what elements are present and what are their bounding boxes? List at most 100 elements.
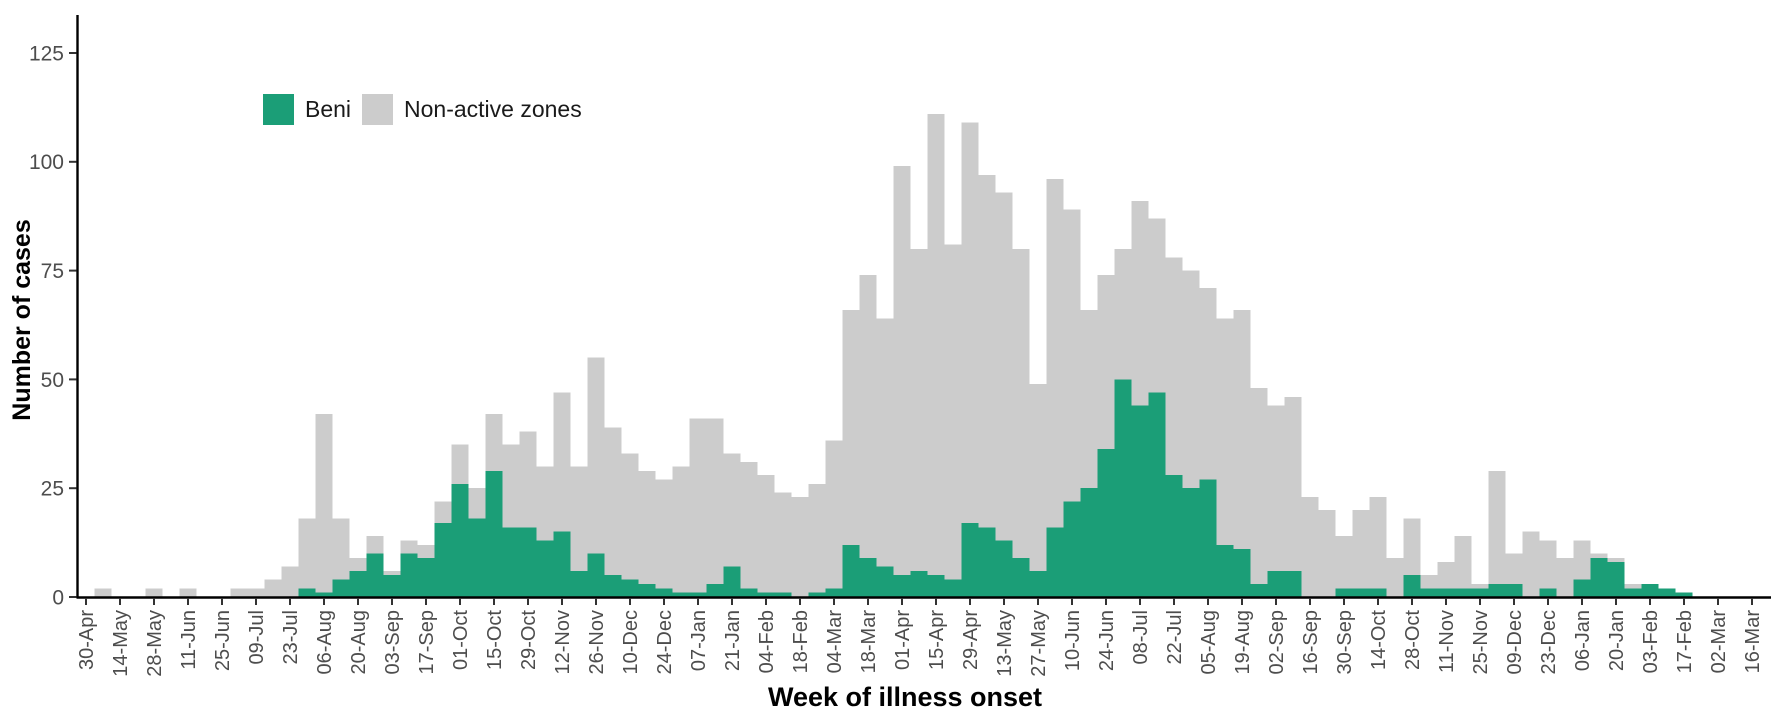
bar-beni-25-Mar: [876, 566, 894, 597]
bar-non-active-zones-16-Jul: [264, 579, 282, 597]
bar-non-active-zones-27-May: [1029, 383, 1047, 571]
bar-non-active-zones-24-Sep: [434, 501, 452, 524]
bar-non-active-zones-17-Jun: [1080, 309, 1098, 489]
bar-beni-06-Aug: [315, 592, 333, 597]
bar-non-active-zones-25-Feb: [808, 483, 826, 593]
bar-beni-11-Feb: [774, 592, 792, 597]
bar-beni-12-Nov: [553, 531, 571, 597]
bar-non-active-zones-10-Sep: [400, 540, 418, 554]
x-tick-label-25-Jun: 25-Jun: [212, 610, 234, 671]
x-tick-label-16-Sep: 16-Sep: [1300, 610, 1322, 675]
bar-beni-07-Jan: [689, 592, 707, 597]
x-tick-label-09-Dec: 09-Dec: [1504, 610, 1526, 674]
bar-beni-13-Jan: [1590, 557, 1608, 597]
x-tick-label-05-Aug: 05-Aug: [1198, 610, 1220, 675]
bar-beni-28-Oct: [1403, 575, 1421, 597]
legend-swatch-beni: [263, 94, 294, 125]
bar-non-active-zones-01-Oct: [451, 444, 469, 484]
x-tick-label-10-Dec: 10-Dec: [620, 610, 642, 674]
bar-beni-08-Jul: [1131, 405, 1149, 597]
bar-non-active-zones-13-Aug: [332, 518, 350, 580]
x-tick-label-24-Jun: 24-Jun: [1096, 610, 1118, 671]
bar-non-active-zones-04-Nov: [1420, 575, 1438, 589]
bar-beni-10-Sep: [400, 553, 418, 597]
y-tick-label-0: 0: [52, 586, 64, 609]
bar-non-active-zones-18-Mar: [859, 274, 877, 558]
bar-beni-06-Jan: [1573, 579, 1591, 597]
x-tick-label-02-Sep: 02-Sep: [1266, 610, 1288, 675]
bar-beni-20-Aug: [349, 570, 367, 597]
bar-non-active-zones-30-Dec: [1556, 557, 1574, 597]
bar-beni-17-Jun: [1080, 488, 1098, 597]
x-tick-label-29-Apr: 29-Apr: [960, 610, 982, 670]
bar-non-active-zones-28-Jan: [740, 462, 758, 589]
bar-beni-30-Jul: [298, 588, 316, 597]
bar-beni-09-Dec: [1505, 583, 1523, 597]
bar-non-active-zones-02-Jul: [230, 588, 248, 597]
x-tick-label-15-Apr: 15-Apr: [926, 610, 948, 670]
bar-beni-08-Oct: [468, 518, 486, 597]
bar-beni-10-Dec: [621, 579, 639, 597]
bar-non-active-zones-12-Nov: [553, 392, 571, 532]
bar-beni-21-Jan: [723, 566, 741, 597]
bar-non-active-zones-06-Aug: [315, 414, 333, 593]
bar-non-active-zones-10-Jun: [1063, 209, 1081, 502]
bars-layer: [94, 113, 1693, 597]
bar-beni-13-May: [995, 540, 1013, 597]
bar-beni-01-Oct: [451, 483, 469, 597]
x-tick-label-23-Jul: 23-Jul: [280, 610, 302, 664]
x-tick-label-24-Dec: 24-Dec: [654, 610, 676, 674]
bar-beni-03-Dec: [604, 575, 622, 597]
bar-beni-02-Dec: [1488, 583, 1506, 597]
bar-beni-20-Jan: [1607, 562, 1625, 597]
bar-non-active-zones-17-Sep: [417, 544, 435, 558]
x-tick-label-14-Oct: 14-Oct: [1368, 610, 1390, 670]
bar-non-active-zones-06-May: [978, 174, 996, 528]
bar-beni-18-Nov: [1454, 588, 1472, 597]
x-tick-label-01-Apr: 01-Apr: [892, 610, 914, 670]
bar-beni-17-Dec: [638, 583, 656, 597]
bar-non-active-zones-15-Oct: [485, 414, 503, 471]
x-tick-label-17-Sep: 17-Sep: [416, 610, 438, 675]
bar-non-active-zones-09-Dec: [1505, 553, 1523, 584]
bar-non-active-zones-07-May: [94, 588, 112, 597]
bar-beni-03-Feb: [1641, 583, 1659, 597]
x-axis-ticks: 30-Apr 14-May 28-May 11-Jun 25-Jun 09-Jul 23-J…: [76, 598, 1764, 677]
bar-non-active-zones-14-Jan: [706, 418, 724, 584]
bar-non-active-zones-26-Aug: [1250, 388, 1268, 584]
bar-beni-02-Sep: [1267, 570, 1285, 597]
y-tick-label-25: 25: [41, 478, 64, 501]
y-tick-label-100: 100: [29, 151, 64, 174]
x-tick-label-04-Mar: 04-Mar: [824, 610, 846, 674]
bar-non-active-zones-13-May: [995, 192, 1013, 541]
bar-non-active-zones-03-Dec: [604, 427, 622, 576]
bar-beni-14-Oct: [1369, 588, 1387, 597]
bar-non-active-zones-02-Dec: [1488, 470, 1506, 584]
bar-beni-03-Sep: [383, 575, 401, 597]
bar-non-active-zones-29-Oct: [519, 431, 537, 528]
bar-non-active-zones-31-Dec: [672, 466, 690, 593]
bar-beni-29-Jul: [1182, 488, 1200, 597]
x-tick-label-07-Jan: 07-Jan: [688, 610, 710, 671]
bar-beni-13-Aug: [332, 579, 350, 597]
bar-non-active-zones-24-Jun: [1097, 274, 1115, 450]
bar-beni-24-Dec: [655, 588, 673, 597]
bar-non-active-zones-26-Nov: [587, 357, 605, 554]
bar-non-active-zones-23-Dec: [1539, 540, 1557, 589]
x-tick-label-14-May: 14-May: [110, 610, 132, 677]
bar-non-active-zones-29-Jul: [1182, 270, 1200, 489]
legend-label-nonactive: Non-active zones: [404, 96, 582, 122]
x-tick-label-08-Jul: 08-Jul: [1130, 610, 1152, 664]
bar-beni-15-Oct: [485, 470, 503, 597]
bar-beni-22-Apr: [944, 579, 962, 597]
bar-beni-27-May: [1029, 570, 1047, 597]
bar-non-active-zones-22-Oct: [502, 444, 520, 528]
bar-beni-14-Jan: [706, 583, 724, 597]
legend: Beni Non-active zones: [263, 94, 582, 125]
x-tick-label-21-Jan: 21-Jan: [722, 610, 744, 671]
x-tick-label-11-Jun: 11-Jun: [178, 610, 200, 670]
bar-beni-15-Apr: [927, 575, 945, 597]
bar-beni-01-Apr: [893, 575, 911, 597]
bar-beni-06-May: [978, 527, 996, 597]
bar-non-active-zones-10-Dec: [621, 453, 639, 580]
